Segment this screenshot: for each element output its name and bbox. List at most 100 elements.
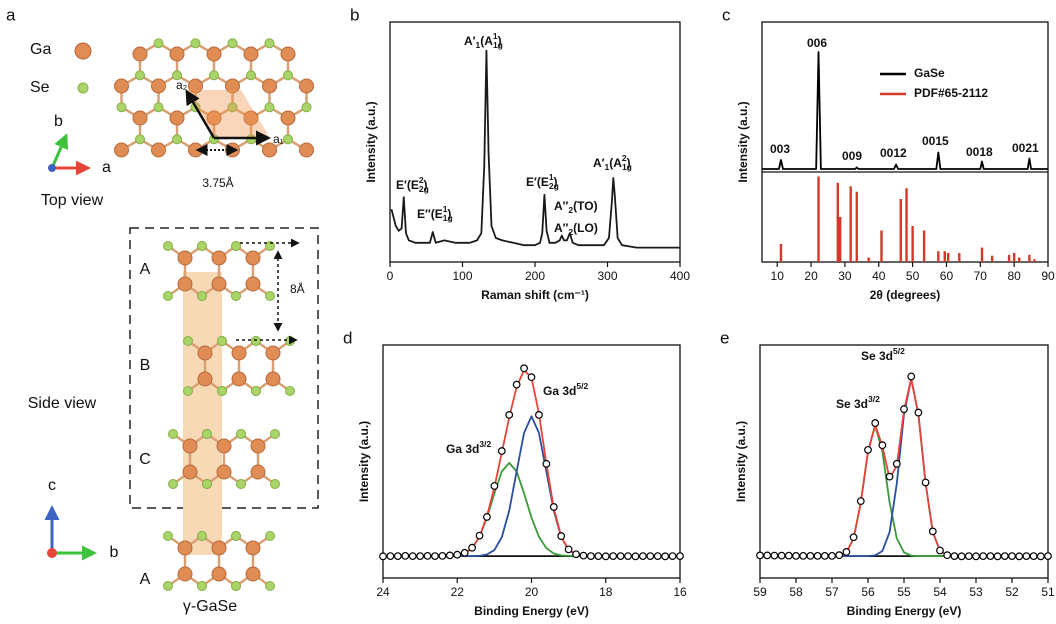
x-tick-label: 100 [452,269,472,283]
data-point [770,551,779,560]
se-atom [217,386,227,396]
label-part: E′(E [526,175,549,189]
data-point [661,552,670,561]
se-atom [209,70,219,81]
x-axis-label: Binding Energy (eV) [847,604,962,618]
ga-atom [114,142,129,158]
data-point [453,550,462,559]
peak-label: 009 [842,149,862,163]
se-atom [270,429,280,439]
series-line [390,49,680,249]
peak-label: Ga 3d3/2 [446,439,491,456]
data-point [907,372,916,381]
label-part: 5/2 [576,381,588,391]
label-part: Se 3d [836,397,868,411]
data-point [609,552,618,560]
data-point [1000,552,1009,560]
se-atom [163,531,173,541]
se-atom [202,479,212,489]
ga-atom [151,78,166,94]
data-point [1022,552,1031,560]
label-part: 1g [493,40,503,50]
se-atom [285,386,295,396]
data-point [756,551,764,560]
ga-atom [243,110,259,126]
se-atom [197,581,207,591]
data-point [616,552,625,560]
axis-origin [47,548,57,558]
label-part: ) [554,175,558,189]
label-part: 1 [493,31,498,41]
data-point [820,551,829,560]
se-atom [251,386,261,396]
x-tick-label: 0 [387,269,394,283]
se-atom [264,38,275,49]
series-line [760,424,1048,557]
x-tick-label: 53 [969,585,983,599]
plot-frame [389,21,681,263]
label-part: A″ [554,199,569,213]
data-point [475,531,484,540]
axis-label: c [48,477,56,494]
lattice-vector [185,89,216,139]
data-point [653,552,662,560]
lattice-label: a₁ [273,132,284,146]
x-tick-label: 24 [376,585,390,599]
data-point [505,411,514,419]
data-point [512,380,521,389]
layer-label: B [140,357,151,374]
x-tick-label: 22 [451,585,465,599]
ga-atom [216,464,232,480]
data-point [535,411,543,419]
ga-atom [177,250,193,266]
label-part: (A [480,34,493,48]
panel-letter: b [350,5,359,24]
ga-atom [245,250,261,266]
ga-atom [206,46,222,62]
x-tick-label: 20 [525,585,539,599]
ga-atom [114,78,129,94]
ga-atom [265,371,281,387]
ga-atom [280,110,296,126]
se-atom [264,102,275,113]
data-point [943,551,952,560]
data-point [408,552,417,560]
x-tick-label: 70 [974,269,988,283]
se-atom [231,581,241,591]
axis-origin [48,164,56,172]
x-tick-label: 58 [789,585,803,599]
se-atom [172,134,182,145]
x-tick-label: 55 [897,585,911,599]
label-part: ) [498,34,502,48]
se-atom [283,70,293,81]
legend-label: Ga [30,41,51,58]
data-point [431,552,439,560]
peak-label: 0018 [966,145,993,159]
series-line [383,369,680,557]
data-point [676,552,684,560]
ga-atom [182,464,198,480]
ga-atom [197,345,213,361]
data-point [423,551,432,560]
data-point [631,552,640,561]
ga-atom [177,540,193,556]
label-part: 2 [568,227,573,237]
label-part: ) [627,156,631,170]
se-atom [153,38,164,49]
ga-atom [211,276,227,292]
data-point [483,513,491,521]
x-tick-label: 400 [670,269,690,283]
se-atom [168,429,178,439]
label-part: (TO) [573,199,597,213]
x-tick-label: 57 [825,585,839,599]
data-point [979,552,988,560]
data-point [490,482,499,490]
panel-letter: d [343,328,352,347]
peak-label: 0015 [922,134,949,148]
axis-label: b [54,113,63,130]
data-point [549,503,558,511]
label-part: Se 3d [861,349,893,363]
peak-label: E′(E2g1) [526,172,559,191]
panel-letter: a [6,5,16,24]
label-part: 2g [419,184,429,194]
